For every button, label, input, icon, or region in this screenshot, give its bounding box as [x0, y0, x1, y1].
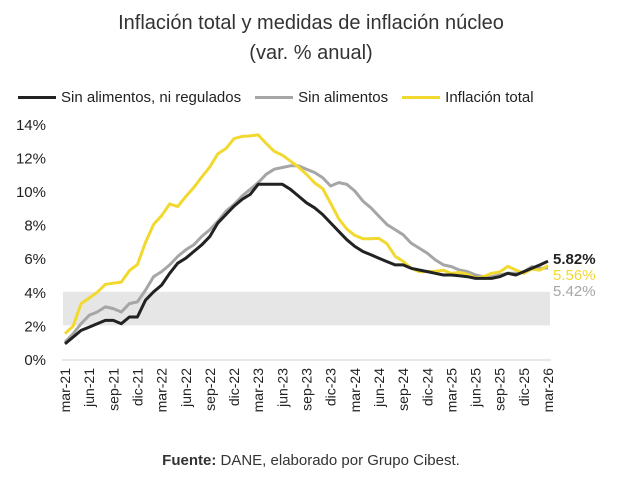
series-line — [63, 164, 549, 344]
x-tick-label: mar-21 — [57, 368, 73, 413]
x-tick-label: mar-23 — [250, 368, 266, 413]
legend-swatch — [18, 96, 56, 99]
x-tick-label: jun-22 — [178, 368, 194, 408]
x-tick-label: mar-24 — [347, 368, 363, 413]
series-line — [64, 182, 549, 346]
x-tick-label: jun-23 — [274, 368, 290, 408]
source-label: Fuente: — [162, 452, 217, 469]
y-tick-label: 0% — [24, 352, 46, 369]
legend: Sin alimentos, ni regulados Sin alimento… — [18, 89, 534, 106]
end-value-label: 5.56% — [553, 267, 596, 284]
legend-swatch — [402, 96, 441, 99]
x-tick-label: sep-25 — [492, 368, 508, 411]
chart-subtitle: (var. % anual) — [249, 42, 373, 64]
y-tick-label: 4% — [24, 285, 46, 302]
x-tick-label: dic-24 — [419, 368, 435, 406]
end-value-label: 5.82% — [553, 251, 596, 268]
y-tick-label: 14% — [16, 117, 46, 134]
x-tick-label: jun-21 — [81, 368, 97, 408]
x-tick-label: dic-23 — [323, 368, 339, 406]
x-tick-label: sep-21 — [105, 368, 121, 411]
legend-swatch — [255, 96, 294, 99]
x-tick-label: dic-21 — [129, 368, 145, 406]
x-tick-label: mar-25 — [443, 368, 459, 413]
x-tick-label: mar-22 — [154, 368, 170, 413]
chart-title: Inflación total y medidas de inflación n… — [118, 12, 504, 34]
x-tick-label: sep-23 — [299, 368, 315, 411]
legend-item: Sin alimentos, ni regulados — [18, 89, 241, 106]
y-tick-label: 2% — [24, 318, 46, 335]
series-line — [63, 133, 549, 335]
source-note: Fuente: DANE, elaborado por Grupo Cibest… — [0, 452, 622, 469]
y-tick-label: 8% — [24, 218, 46, 235]
source-text: DANE, elaborado por Grupo Cibest. — [216, 452, 460, 469]
legend-label: Sin alimentos, ni regulados — [61, 89, 242, 106]
end-value-label: 5.42% — [553, 283, 596, 300]
legend-item: Inflación total — [402, 89, 534, 106]
x-tick-label: jun-24 — [371, 368, 387, 408]
target-band — [63, 291, 550, 326]
x-tick-label: sep-22 — [202, 368, 218, 411]
x-tick-label: sep-24 — [395, 368, 411, 411]
x-tick-label: jun-25 — [468, 368, 484, 408]
x-tick-label: dic-22 — [226, 368, 242, 406]
y-tick-label: 12% — [16, 150, 46, 167]
y-tick-label: 10% — [16, 184, 46, 201]
x-tick-label: dic-25 — [516, 368, 532, 406]
x-tick-label: mar-26 — [540, 368, 556, 413]
y-tick-label: 6% — [24, 251, 46, 268]
legend-label: Inflación total — [445, 89, 534, 106]
legend-label: Sin alimentos — [298, 89, 389, 106]
legend-item: Sin alimentos — [255, 89, 388, 106]
